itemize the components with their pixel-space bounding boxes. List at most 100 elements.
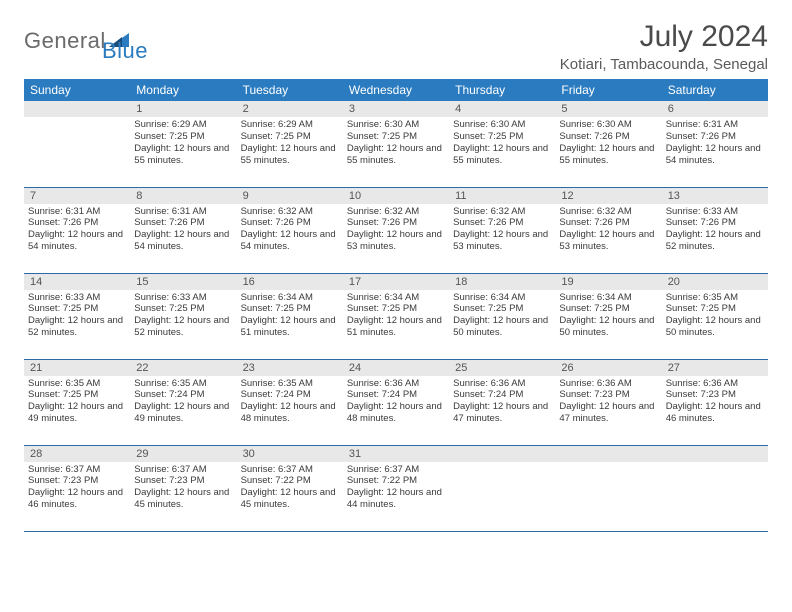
calendar-cell: 27Sunrise: 6:36 AMSunset: 7:23 PMDayligh…: [662, 359, 768, 445]
day-content: Sunrise: 6:36 AMSunset: 7:23 PMDaylight:…: [662, 376, 768, 430]
day-number: 6: [662, 101, 768, 117]
day-content: Sunrise: 6:37 AMSunset: 7:23 PMDaylight:…: [24, 462, 130, 516]
day-content: Sunrise: 6:30 AMSunset: 7:25 PMDaylight:…: [449, 117, 555, 171]
day-content: Sunrise: 6:32 AMSunset: 7:26 PMDaylight:…: [555, 204, 661, 258]
calendar-cell: [555, 445, 661, 531]
day-content: Sunrise: 6:30 AMSunset: 7:25 PMDaylight:…: [343, 117, 449, 171]
day-number: 14: [24, 274, 130, 290]
calendar-row: 1Sunrise: 6:29 AMSunset: 7:25 PMDaylight…: [24, 101, 768, 187]
day-number: 15: [130, 274, 236, 290]
day-number: 9: [237, 188, 343, 204]
calendar-cell: 25Sunrise: 6:36 AMSunset: 7:24 PMDayligh…: [449, 359, 555, 445]
day-number: 19: [555, 274, 661, 290]
logo-text-general: General: [24, 28, 106, 54]
day-number-empty: [24, 101, 130, 117]
day-content: Sunrise: 6:35 AMSunset: 7:24 PMDaylight:…: [237, 376, 343, 430]
calendar-body: 1Sunrise: 6:29 AMSunset: 7:25 PMDaylight…: [24, 101, 768, 531]
day-number: 30: [237, 446, 343, 462]
day-number: 1: [130, 101, 236, 117]
day-number: 16: [237, 274, 343, 290]
calendar-table: SundayMondayTuesdayWednesdayThursdayFrid…: [24, 79, 768, 532]
day-content: Sunrise: 6:34 AMSunset: 7:25 PMDaylight:…: [555, 290, 661, 344]
day-number: 22: [130, 360, 236, 376]
calendar-cell: 9Sunrise: 6:32 AMSunset: 7:26 PMDaylight…: [237, 187, 343, 273]
day-number: 18: [449, 274, 555, 290]
day-content: Sunrise: 6:33 AMSunset: 7:26 PMDaylight:…: [662, 204, 768, 258]
day-content: Sunrise: 6:37 AMSunset: 7:22 PMDaylight:…: [237, 462, 343, 516]
day-content: Sunrise: 6:35 AMSunset: 7:25 PMDaylight:…: [662, 290, 768, 344]
calendar-cell: 13Sunrise: 6:33 AMSunset: 7:26 PMDayligh…: [662, 187, 768, 273]
day-number: 23: [237, 360, 343, 376]
calendar-cell: 16Sunrise: 6:34 AMSunset: 7:25 PMDayligh…: [237, 273, 343, 359]
calendar-cell: [24, 101, 130, 187]
day-number: 8: [130, 188, 236, 204]
calendar-cell: 6Sunrise: 6:31 AMSunset: 7:26 PMDaylight…: [662, 101, 768, 187]
weekday-header: Friday: [555, 79, 661, 101]
day-number: 31: [343, 446, 449, 462]
day-number: 20: [662, 274, 768, 290]
logo: GeneralBlue: [24, 20, 164, 62]
weekday-header: Thursday: [449, 79, 555, 101]
calendar-cell: 29Sunrise: 6:37 AMSunset: 7:23 PMDayligh…: [130, 445, 236, 531]
day-number: 3: [343, 101, 449, 117]
calendar-cell: 7Sunrise: 6:31 AMSunset: 7:26 PMDaylight…: [24, 187, 130, 273]
day-content: Sunrise: 6:37 AMSunset: 7:22 PMDaylight:…: [343, 462, 449, 516]
calendar-cell: 24Sunrise: 6:36 AMSunset: 7:24 PMDayligh…: [343, 359, 449, 445]
calendar-cell: 4Sunrise: 6:30 AMSunset: 7:25 PMDaylight…: [449, 101, 555, 187]
calendar-cell: 1Sunrise: 6:29 AMSunset: 7:25 PMDaylight…: [130, 101, 236, 187]
calendar-cell: 8Sunrise: 6:31 AMSunset: 7:26 PMDaylight…: [130, 187, 236, 273]
day-content: Sunrise: 6:31 AMSunset: 7:26 PMDaylight:…: [662, 117, 768, 171]
calendar-cell: 5Sunrise: 6:30 AMSunset: 7:26 PMDaylight…: [555, 101, 661, 187]
day-content: Sunrise: 6:29 AMSunset: 7:25 PMDaylight:…: [130, 117, 236, 171]
day-content: Sunrise: 6:36 AMSunset: 7:23 PMDaylight:…: [555, 376, 661, 430]
day-number-empty: [555, 446, 661, 462]
weekday-header: Tuesday: [237, 79, 343, 101]
day-content: Sunrise: 6:37 AMSunset: 7:23 PMDaylight:…: [130, 462, 236, 516]
calendar-cell: 28Sunrise: 6:37 AMSunset: 7:23 PMDayligh…: [24, 445, 130, 531]
calendar-cell: 23Sunrise: 6:35 AMSunset: 7:24 PMDayligh…: [237, 359, 343, 445]
day-number: 17: [343, 274, 449, 290]
calendar-cell: 3Sunrise: 6:30 AMSunset: 7:25 PMDaylight…: [343, 101, 449, 187]
header: GeneralBlue July 2024 Kotiari, Tambacoun…: [24, 20, 768, 73]
day-content: Sunrise: 6:34 AMSunset: 7:25 PMDaylight:…: [343, 290, 449, 344]
day-number: 24: [343, 360, 449, 376]
day-number: 28: [24, 446, 130, 462]
weekday-header-row: SundayMondayTuesdayWednesdayThursdayFrid…: [24, 79, 768, 101]
calendar-cell: 12Sunrise: 6:32 AMSunset: 7:26 PMDayligh…: [555, 187, 661, 273]
weekday-header: Saturday: [662, 79, 768, 101]
day-content: Sunrise: 6:34 AMSunset: 7:25 PMDaylight:…: [449, 290, 555, 344]
day-number: 5: [555, 101, 661, 117]
calendar-row: 7Sunrise: 6:31 AMSunset: 7:26 PMDaylight…: [24, 187, 768, 273]
calendar-cell: 31Sunrise: 6:37 AMSunset: 7:22 PMDayligh…: [343, 445, 449, 531]
day-content: Sunrise: 6:36 AMSunset: 7:24 PMDaylight:…: [343, 376, 449, 430]
calendar-cell: 22Sunrise: 6:35 AMSunset: 7:24 PMDayligh…: [130, 359, 236, 445]
day-number: 4: [449, 101, 555, 117]
weekday-header: Wednesday: [343, 79, 449, 101]
calendar-cell: 14Sunrise: 6:33 AMSunset: 7:25 PMDayligh…: [24, 273, 130, 359]
day-content: Sunrise: 6:32 AMSunset: 7:26 PMDaylight:…: [237, 204, 343, 258]
calendar-cell: 11Sunrise: 6:32 AMSunset: 7:26 PMDayligh…: [449, 187, 555, 273]
calendar-cell: 2Sunrise: 6:29 AMSunset: 7:25 PMDaylight…: [237, 101, 343, 187]
calendar-cell: 20Sunrise: 6:35 AMSunset: 7:25 PMDayligh…: [662, 273, 768, 359]
day-content: Sunrise: 6:29 AMSunset: 7:25 PMDaylight:…: [237, 117, 343, 171]
calendar-cell: 21Sunrise: 6:35 AMSunset: 7:25 PMDayligh…: [24, 359, 130, 445]
calendar-cell: [662, 445, 768, 531]
day-number-empty: [449, 446, 555, 462]
day-content: Sunrise: 6:32 AMSunset: 7:26 PMDaylight:…: [343, 204, 449, 258]
calendar-cell: 19Sunrise: 6:34 AMSunset: 7:25 PMDayligh…: [555, 273, 661, 359]
location: Kotiari, Tambacounda, Senegal: [560, 56, 768, 73]
weekday-header: Monday: [130, 79, 236, 101]
day-content: Sunrise: 6:33 AMSunset: 7:25 PMDaylight:…: [130, 290, 236, 344]
day-content: Sunrise: 6:33 AMSunset: 7:25 PMDaylight:…: [24, 290, 130, 344]
day-number: 21: [24, 360, 130, 376]
day-content: Sunrise: 6:34 AMSunset: 7:25 PMDaylight:…: [237, 290, 343, 344]
day-number: 29: [130, 446, 236, 462]
day-content: Sunrise: 6:35 AMSunset: 7:24 PMDaylight:…: [130, 376, 236, 430]
calendar-cell: 17Sunrise: 6:34 AMSunset: 7:25 PMDayligh…: [343, 273, 449, 359]
day-number: 13: [662, 188, 768, 204]
day-number: 10: [343, 188, 449, 204]
day-content: Sunrise: 6:35 AMSunset: 7:25 PMDaylight:…: [24, 376, 130, 430]
day-number: 26: [555, 360, 661, 376]
calendar-row: 28Sunrise: 6:37 AMSunset: 7:23 PMDayligh…: [24, 445, 768, 531]
calendar-row: 21Sunrise: 6:35 AMSunset: 7:25 PMDayligh…: [24, 359, 768, 445]
